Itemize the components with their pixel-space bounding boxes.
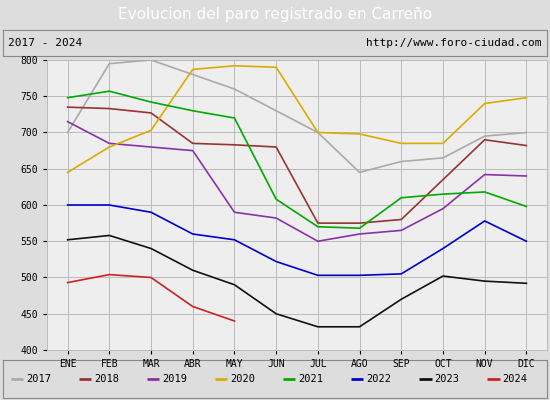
- Text: 2024: 2024: [502, 374, 527, 384]
- Text: 2017 - 2024: 2017 - 2024: [8, 38, 82, 48]
- Text: Evolucion del paro registrado en Carreño: Evolucion del paro registrado en Carreño: [118, 8, 432, 22]
- Text: 2023: 2023: [434, 374, 459, 384]
- Text: http://www.foro-ciudad.com: http://www.foro-ciudad.com: [366, 38, 542, 48]
- Text: 2017: 2017: [26, 374, 51, 384]
- Text: 2018: 2018: [94, 374, 119, 384]
- Text: 2022: 2022: [366, 374, 391, 384]
- Text: 2019: 2019: [162, 374, 187, 384]
- Text: 2020: 2020: [230, 374, 255, 384]
- Text: 2021: 2021: [298, 374, 323, 384]
